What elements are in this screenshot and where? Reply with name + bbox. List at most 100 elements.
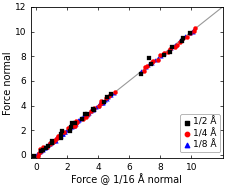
1/4 Å [161, 52, 165, 55]
1/8 Å [144, 66, 147, 69]
Y-axis label: Force normal: Force normal [3, 51, 14, 115]
1/2 Å [68, 126, 72, 129]
1/4 Å [99, 100, 103, 103]
1/8 Å [168, 46, 172, 50]
1/2 Å [148, 62, 152, 65]
1/4 Å [167, 48, 171, 51]
1/4 Å [150, 60, 153, 64]
1/8 Å [36, 153, 39, 156]
1/4 Å [89, 110, 92, 113]
1/4 Å [142, 70, 145, 73]
1/8 Å [191, 31, 194, 34]
1/4 Å [113, 91, 116, 94]
1/8 Å [165, 50, 169, 53]
1/8 Å [101, 100, 105, 103]
1/2 Å [83, 113, 86, 116]
1/8 Å [61, 132, 65, 135]
1/4 Å [81, 117, 84, 120]
1/4 Å [84, 115, 88, 118]
1/4 Å [173, 46, 176, 49]
1/4 Å [144, 64, 148, 67]
1/4 Å [97, 104, 100, 107]
1/8 Å [139, 69, 142, 72]
1/4 Å [192, 27, 196, 30]
1/8 Å [49, 142, 52, 145]
1/2 Å [187, 31, 191, 34]
1/8 Å [97, 102, 100, 105]
1/4 Å [56, 135, 60, 138]
1/2 Å [104, 96, 108, 99]
1/2 Å [109, 92, 112, 95]
1/8 Å [188, 32, 191, 35]
1/2 Å [167, 51, 171, 54]
1/8 Å [53, 138, 57, 141]
1/2 Å [70, 121, 74, 124]
1/8 Å [96, 105, 99, 108]
1/8 Å [83, 114, 86, 117]
1/8 Å [162, 52, 165, 55]
1/2 Å [44, 147, 48, 150]
1/8 Å [103, 98, 106, 101]
1/4 Å [74, 122, 77, 125]
1/8 Å [79, 117, 83, 120]
1/4 Å [165, 50, 169, 53]
1/8 Å [39, 149, 43, 152]
1/4 Å [60, 131, 64, 134]
1/8 Å [59, 134, 63, 137]
1/4 Å [104, 96, 107, 99]
1/8 Å [109, 94, 113, 97]
1/8 Å [36, 152, 40, 155]
1/4 Å [53, 139, 57, 142]
1/8 Å [92, 107, 95, 110]
1/8 Å [54, 136, 57, 139]
1/8 Å [70, 125, 74, 128]
1/2 Å [80, 117, 84, 120]
1/8 Å [65, 128, 68, 131]
1/2 Å [162, 54, 165, 57]
1/8 Å [91, 109, 94, 112]
1/8 Å [100, 101, 103, 105]
1/8 Å [68, 126, 72, 129]
1/8 Å [45, 145, 48, 148]
1/4 Å [98, 102, 102, 105]
1/8 Å [108, 94, 112, 97]
1/4 Å [156, 58, 160, 61]
1/2 Å [91, 109, 95, 112]
1/4 Å [181, 36, 184, 40]
1/8 Å [152, 58, 156, 61]
1/2 Å [50, 139, 54, 142]
1/4 Å [51, 141, 55, 144]
1/8 Å [41, 149, 45, 152]
1/8 Å [183, 34, 187, 37]
1/4 Å [175, 43, 178, 46]
1/4 Å [92, 107, 95, 110]
1/2 Å [39, 149, 43, 152]
1/2 Å [32, 155, 36, 158]
1/8 Å [43, 146, 46, 149]
1/8 Å [84, 113, 88, 116]
1/2 Å [91, 108, 95, 111]
1/8 Å [67, 127, 71, 130]
1/4 Å [188, 31, 191, 34]
1/8 Å [173, 44, 176, 47]
1/4 Å [47, 143, 51, 146]
1/8 Å [48, 143, 52, 146]
1/8 Å [50, 140, 54, 143]
1/2 Å [85, 112, 89, 115]
1/8 Å [89, 109, 92, 112]
1/2 Å [59, 137, 63, 140]
1/8 Å [61, 132, 65, 135]
1/4 Å [106, 95, 110, 98]
1/8 Å [70, 124, 74, 127]
1/4 Å [65, 127, 69, 130]
1/4 Å [48, 142, 51, 145]
1/2 Å [60, 129, 64, 132]
1/4 Å [62, 131, 65, 134]
1/4 Å [67, 126, 71, 129]
1/4 Å [157, 53, 161, 56]
1/4 Å [74, 119, 78, 122]
1/4 Å [71, 125, 74, 128]
1/4 Å [36, 155, 39, 158]
1/2 Å [180, 37, 184, 40]
1/8 Å [81, 115, 85, 118]
